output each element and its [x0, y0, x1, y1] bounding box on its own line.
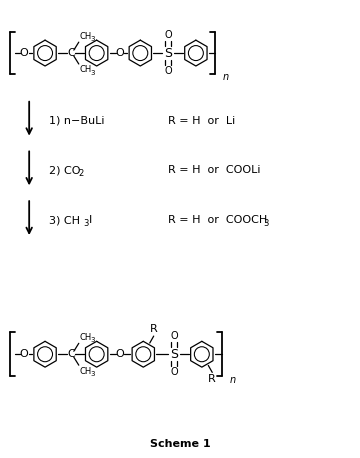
Text: O: O	[115, 349, 124, 359]
Text: 3: 3	[91, 70, 95, 76]
Text: C: C	[67, 349, 75, 359]
Text: R = H  or  COOLi: R = H or COOLi	[168, 165, 261, 175]
Text: 3) CH: 3) CH	[49, 215, 80, 225]
Text: O: O	[170, 331, 178, 341]
Text: O: O	[164, 66, 172, 76]
Text: 3: 3	[84, 218, 89, 228]
Text: I: I	[89, 215, 92, 225]
Text: 3: 3	[91, 371, 95, 377]
Text: n: n	[230, 375, 236, 385]
Text: CH: CH	[80, 367, 92, 376]
Text: 2: 2	[79, 169, 84, 178]
Text: S: S	[170, 348, 178, 361]
Text: 1) n−BuLi: 1) n−BuLi	[49, 116, 104, 125]
Text: R: R	[150, 324, 158, 334]
Text: R = H  or  Li: R = H or Li	[168, 116, 235, 125]
Text: S: S	[164, 47, 172, 60]
Text: n: n	[223, 72, 229, 82]
Text: CH: CH	[80, 32, 92, 41]
Text: O: O	[20, 349, 28, 359]
Text: O: O	[170, 367, 178, 377]
Text: Scheme 1: Scheme 1	[150, 439, 210, 449]
Text: 3: 3	[91, 338, 95, 344]
Text: O: O	[115, 48, 124, 58]
Text: O: O	[20, 48, 28, 58]
Text: CH: CH	[80, 333, 92, 342]
Text: R = H  or  COOCH: R = H or COOCH	[168, 215, 267, 225]
Text: CH: CH	[80, 65, 92, 75]
Text: O: O	[164, 30, 172, 40]
Text: C: C	[67, 48, 75, 58]
Text: 3: 3	[264, 218, 269, 228]
Text: 3: 3	[91, 36, 95, 42]
Text: 2) CO: 2) CO	[49, 165, 81, 175]
Text: R: R	[208, 374, 216, 384]
